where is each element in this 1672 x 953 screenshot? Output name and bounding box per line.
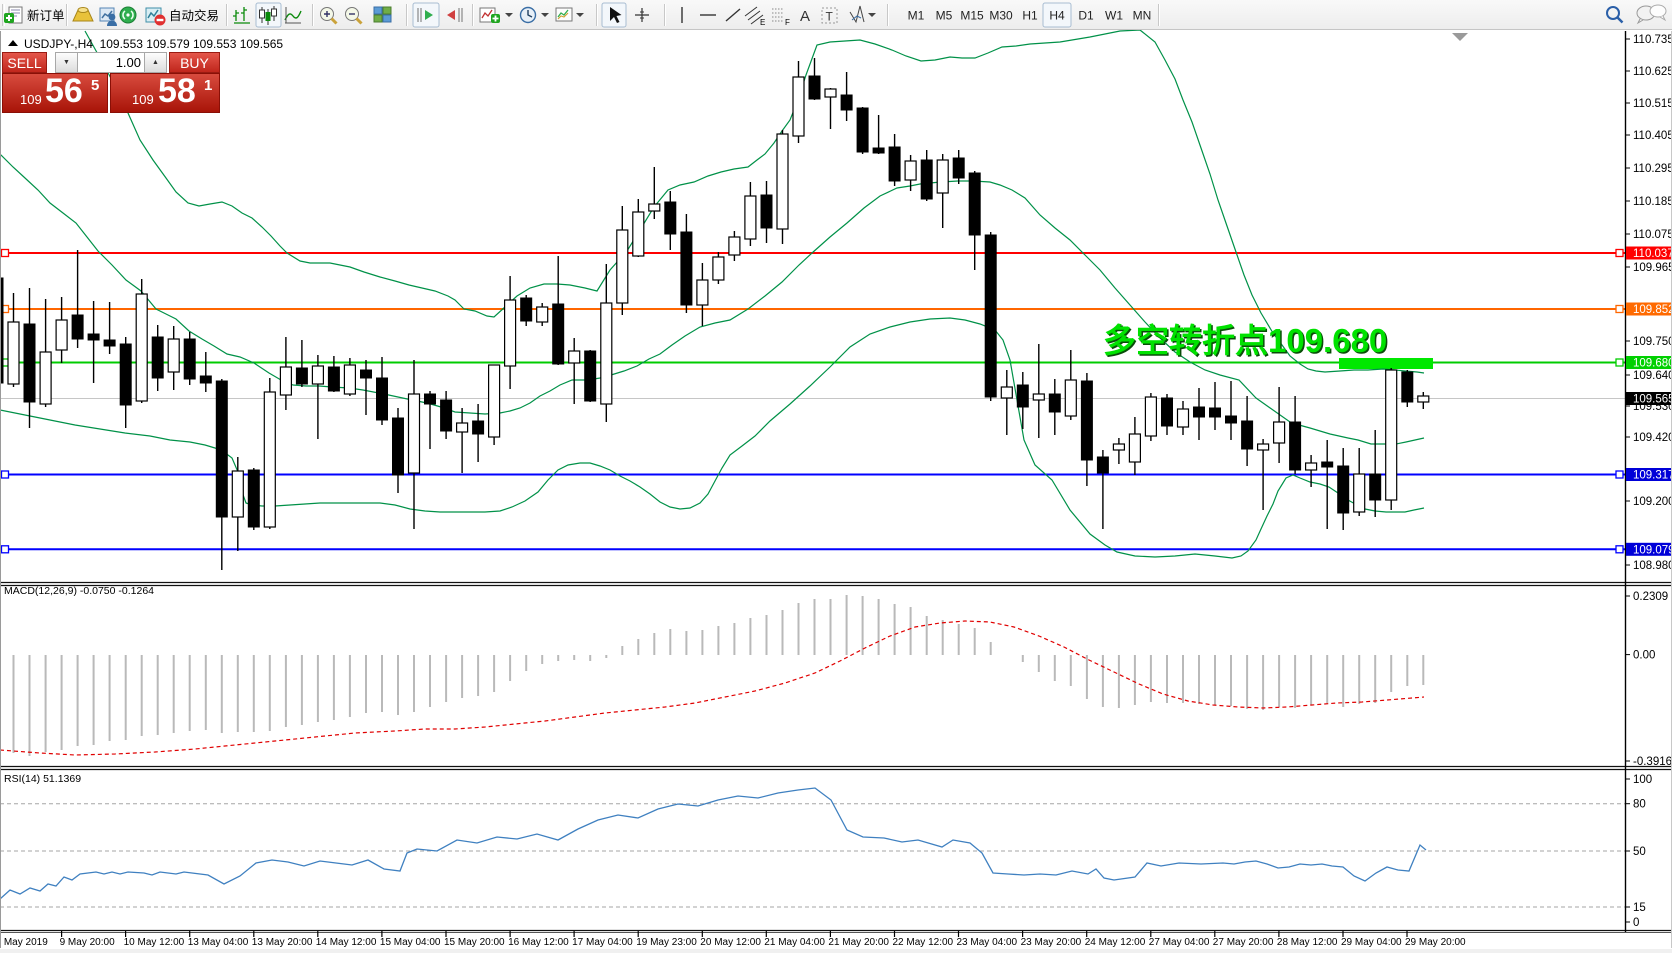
svg-text:109.965: 109.965 — [1633, 262, 1672, 274]
svg-text:109.852: 109.852 — [1633, 304, 1672, 316]
svg-text:27 May 04:00: 27 May 04:00 — [1149, 937, 1210, 948]
svg-text:80: 80 — [1633, 799, 1646, 811]
svg-text:27 May 20:00: 27 May 20:00 — [1213, 937, 1274, 948]
svg-text:0.00: 0.00 — [1633, 650, 1655, 662]
svg-text:M30: M30 — [989, 9, 1013, 23]
svg-text:A: A — [800, 8, 810, 25]
svg-text:W1: W1 — [1105, 9, 1123, 23]
svg-text:109.750: 109.750 — [1633, 336, 1672, 348]
svg-text:多空转折点109.680: 多空转折点109.680 — [1105, 324, 1389, 361]
svg-text:108.980: 108.980 — [1633, 560, 1672, 572]
svg-text:19 May 23:00: 19 May 23:00 — [636, 937, 697, 948]
svg-text:D1: D1 — [1078, 9, 1094, 23]
svg-text:23 May 04:00: 23 May 04:00 — [957, 937, 1018, 948]
svg-text:M15: M15 — [960, 9, 984, 23]
svg-text:-0.3916: -0.3916 — [1633, 756, 1672, 768]
svg-text:多空转折点109.680: 多空转折点109.680 — [1103, 322, 1387, 359]
svg-text:E: E — [760, 18, 765, 27]
svg-text:22 May 12:00: 22 May 12:00 — [893, 937, 954, 948]
svg-text:9 May 20:00: 9 May 20:00 — [60, 937, 115, 948]
svg-text:110.295: 110.295 — [1633, 163, 1672, 175]
svg-text:29 May 04:00: 29 May 04:00 — [1341, 937, 1402, 948]
svg-text:21 May 20:00: 21 May 20:00 — [828, 937, 889, 948]
svg-text:15 May 04:00: 15 May 04:00 — [380, 937, 441, 948]
svg-text:F: F — [785, 18, 790, 27]
svg-text:109.317: 109.317 — [1633, 470, 1672, 482]
svg-text:15 May 20:00: 15 May 20:00 — [444, 937, 505, 948]
svg-text:0: 0 — [1633, 917, 1639, 929]
svg-text:109.680: 109.680 — [1633, 358, 1672, 370]
svg-text:USDJPY-,H4 109.553 109.579 10: USDJPY-,H4 109.553 109.579 109.553 109.5… — [24, 37, 283, 51]
svg-text:自动交易: 自动交易 — [169, 8, 219, 23]
svg-text:15: 15 — [1633, 902, 1646, 914]
svg-text:109.200: 109.200 — [1633, 496, 1672, 508]
svg-text:新订单: 新订单 — [27, 8, 65, 23]
svg-text:0.2309: 0.2309 — [1633, 591, 1668, 603]
svg-text:M1: M1 — [908, 9, 925, 23]
svg-text:28 May 12:00: 28 May 12:00 — [1277, 937, 1338, 948]
svg-text:13 May 04:00: 13 May 04:00 — [188, 937, 249, 948]
svg-text:M5: M5 — [936, 9, 953, 23]
svg-text:23 May 20:00: 23 May 20:00 — [1021, 937, 1082, 948]
svg-text:109.079: 109.079 — [1633, 544, 1672, 556]
svg-text:20 May 12:00: 20 May 12:00 — [700, 937, 761, 948]
svg-text:110.405: 110.405 — [1633, 130, 1672, 142]
svg-text:RSI(14) 51.1369: RSI(14) 51.1369 — [4, 773, 81, 785]
svg-text:9 May 2019: 9 May 2019 — [0, 937, 48, 948]
svg-text:17 May 04:00: 17 May 04:00 — [572, 937, 633, 948]
svg-text:109.420: 109.420 — [1633, 432, 1672, 444]
svg-text:50: 50 — [1633, 846, 1646, 858]
svg-text:109.640: 109.640 — [1633, 370, 1672, 382]
svg-text:10 May 12:00: 10 May 12:00 — [124, 937, 185, 948]
svg-text:110.185: 110.185 — [1633, 196, 1672, 208]
svg-text:110.037: 110.037 — [1633, 248, 1672, 260]
svg-text:24 May 12:00: 24 May 12:00 — [1085, 937, 1146, 948]
svg-text:109.565: 109.565 — [1633, 394, 1672, 406]
svg-text:110.515: 110.515 — [1633, 98, 1672, 110]
svg-text:110.625: 110.625 — [1633, 66, 1672, 78]
svg-text:29 May 20:00: 29 May 20:00 — [1405, 937, 1466, 948]
svg-text:13 May 20:00: 13 May 20:00 — [252, 937, 313, 948]
svg-text:T: T — [826, 10, 834, 24]
svg-text:H1: H1 — [1022, 9, 1038, 23]
svg-text:110.735: 110.735 — [1633, 34, 1672, 46]
svg-text:21 May 04:00: 21 May 04:00 — [764, 937, 825, 948]
svg-text:16 May 12:00: 16 May 12:00 — [508, 937, 569, 948]
svg-text:MACD(12,26,9) -0.0750 -0.1264: MACD(12,26,9) -0.0750 -0.1264 — [4, 585, 154, 597]
svg-text:100: 100 — [1633, 774, 1652, 786]
svg-text:110.075: 110.075 — [1633, 229, 1672, 241]
svg-text:H4: H4 — [1049, 9, 1065, 23]
svg-text:MN: MN — [1133, 9, 1152, 23]
svg-text:14 May 12:00: 14 May 12:00 — [316, 937, 377, 948]
